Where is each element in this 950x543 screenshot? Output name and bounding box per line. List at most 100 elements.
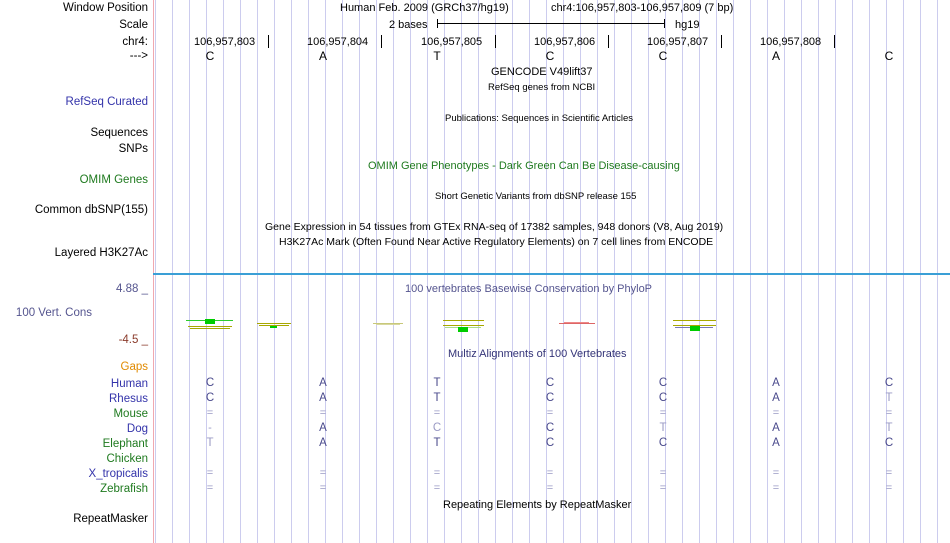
label-chromosome: chr4: bbox=[122, 36, 148, 48]
cons-bar-6 bbox=[673, 316, 716, 331]
label-snps[interactable]: SNPs bbox=[118, 143, 148, 155]
reference-base: C bbox=[545, 49, 555, 63]
label-species-x-tropicalis[interactable]: X_tropicalis bbox=[88, 468, 148, 480]
multiz-base-cell: A bbox=[319, 422, 327, 434]
ruler-tick bbox=[268, 35, 269, 48]
title-multiz[interactable]: Multiz Alignments of 100 Vertebrates bbox=[448, 348, 627, 360]
gridline bbox=[597, 0, 598, 543]
multiz-base-cell: C bbox=[205, 377, 215, 389]
multiz-base-cell: = bbox=[206, 407, 214, 419]
title-h3k27ac[interactable]: H3K27Ac Mark (Often Found Near Active Re… bbox=[279, 236, 714, 248]
title-phylop[interactable]: 100 vertebrates Basewise Conservation by… bbox=[405, 283, 653, 295]
label-species-mouse[interactable]: Mouse bbox=[113, 408, 148, 420]
label-species-zebrafish[interactable]: Zebrafish bbox=[100, 483, 148, 495]
gridline bbox=[172, 0, 173, 543]
label-gaps[interactable]: Gaps bbox=[120, 361, 149, 373]
gridline bbox=[410, 0, 411, 543]
ruler-tick bbox=[834, 35, 835, 48]
label-layered-h3k27ac[interactable]: Layered H3K27Ac bbox=[54, 247, 148, 259]
gridline bbox=[614, 0, 615, 543]
db-label: hg19 bbox=[675, 19, 700, 31]
reference-base: C bbox=[205, 49, 215, 63]
gridline bbox=[359, 0, 360, 543]
gridline bbox=[767, 0, 768, 543]
gridline bbox=[240, 0, 241, 543]
multiz-base-cell: = bbox=[206, 467, 214, 479]
label-100-vert-cons[interactable]: 100 Vert. Cons bbox=[15, 307, 92, 319]
reference-base: T bbox=[433, 49, 441, 63]
gridline bbox=[920, 0, 921, 543]
multiz-base-cell: = bbox=[659, 482, 667, 494]
label-repeatmasker[interactable]: RepeatMasker bbox=[73, 513, 148, 525]
multiz-base-cell: T bbox=[433, 437, 441, 449]
title-refseq-ncbi[interactable]: RefSeq genes from NCBI bbox=[488, 82, 596, 93]
label-sequences[interactable]: Sequences bbox=[90, 127, 148, 139]
title-repeatmasker[interactable]: Repeating Elements by RepeatMasker bbox=[443, 499, 632, 511]
multiz-base-cell: = bbox=[885, 482, 893, 494]
multiz-base-cell: A bbox=[772, 422, 780, 434]
multiz-base-cell: = bbox=[659, 407, 667, 419]
multiz-base-cell: = bbox=[885, 407, 893, 419]
title-omim[interactable]: OMIM Gene Phenotypes - Dark Green Can Be… bbox=[368, 160, 680, 172]
multiz-base-cell: = bbox=[772, 467, 780, 479]
gridline bbox=[461, 0, 462, 543]
title-dbsnp[interactable]: Short Genetic Variants from dbSNP releas… bbox=[435, 191, 637, 202]
multiz-base-cell: T bbox=[433, 392, 441, 404]
conservation-plot[interactable] bbox=[153, 300, 950, 345]
multiz-base-cell: C bbox=[658, 377, 668, 389]
multiz-base-cell: = bbox=[433, 407, 441, 419]
gridline bbox=[155, 0, 156, 543]
gridline bbox=[342, 0, 343, 543]
label-species-human[interactable]: Human bbox=[110, 378, 148, 390]
ruler-coordinate: 106,957,805 bbox=[421, 36, 483, 48]
multiz-base-cell: C bbox=[545, 422, 555, 434]
reference-base: A bbox=[771, 49, 780, 63]
gridline bbox=[274, 0, 275, 543]
label-omim-genes[interactable]: OMIM Genes bbox=[79, 174, 148, 186]
gridline bbox=[818, 0, 819, 543]
ruler-tick bbox=[721, 35, 722, 48]
label-species-dog[interactable]: Dog bbox=[126, 423, 148, 435]
label-window-position[interactable]: Window Position bbox=[62, 2, 148, 14]
gridline bbox=[257, 0, 258, 543]
ruler-coordinate: 106,957,803 bbox=[194, 36, 256, 48]
ruler-tick bbox=[381, 35, 382, 48]
label-refseq-curated[interactable]: RefSeq Curated bbox=[65, 96, 148, 108]
track-label-panel[interactable]: Window Position Scale chr4: ---> RefSeq … bbox=[0, 0, 152, 543]
label-strand-arrow: ---> bbox=[129, 50, 148, 62]
multiz-base-cell: = bbox=[319, 467, 327, 479]
gridline bbox=[886, 0, 887, 543]
gridline bbox=[852, 0, 853, 543]
label-species-chicken[interactable]: Chicken bbox=[106, 453, 148, 465]
gridline bbox=[869, 0, 870, 543]
gridline bbox=[206, 0, 207, 543]
multiz-base-cell: = bbox=[546, 482, 554, 494]
gridline bbox=[376, 0, 377, 543]
center-guideline bbox=[153, 0, 154, 543]
label-scale[interactable]: Scale bbox=[119, 19, 148, 31]
multiz-base-cell: C bbox=[658, 392, 668, 404]
multiz-base-cell: A bbox=[772, 377, 780, 389]
multiz-base-cell: = bbox=[433, 482, 441, 494]
title-gencode[interactable]: GENCODE V49lift37 bbox=[491, 66, 593, 78]
label-common-dbsnp[interactable]: Common dbSNP(155) bbox=[34, 204, 148, 216]
cons-bar-5 bbox=[559, 320, 595, 328]
gridline bbox=[648, 0, 649, 543]
label-species-elephant[interactable]: Elephant bbox=[102, 438, 148, 450]
multiz-base-cell: = bbox=[433, 467, 441, 479]
multiz-base-cell: T bbox=[433, 377, 441, 389]
multiz-base-cell: C bbox=[432, 422, 442, 434]
gridline bbox=[801, 0, 802, 543]
reference-base: A bbox=[318, 49, 327, 63]
label-species-rhesus[interactable]: Rhesus bbox=[109, 393, 148, 405]
multiz-base-cell: A bbox=[772, 392, 780, 404]
multiz-base-cell: T bbox=[885, 422, 893, 434]
assembly-title: Human Feb. 2009 (GRCh37/hg19) bbox=[340, 2, 509, 14]
ruler-tick bbox=[495, 35, 496, 48]
title-publications[interactable]: Publications: Sequences in Scientific Ar… bbox=[445, 113, 633, 124]
title-gtex[interactable]: Gene Expression in 54 tissues from GTEx … bbox=[265, 221, 724, 233]
gridline bbox=[784, 0, 785, 543]
ruler-coordinate: 106,957,806 bbox=[534, 36, 596, 48]
multiz-base-cell: A bbox=[772, 437, 780, 449]
